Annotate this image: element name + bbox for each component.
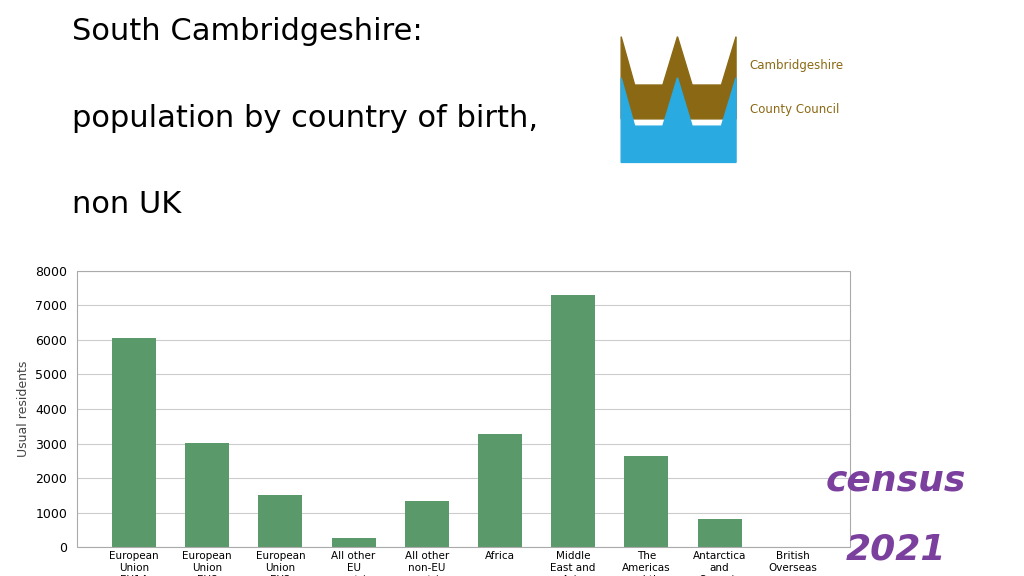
Text: non UK: non UK xyxy=(72,190,181,219)
Polygon shape xyxy=(622,78,736,162)
Y-axis label: Usual residents: Usual residents xyxy=(16,361,30,457)
Bar xyxy=(185,443,229,547)
Text: census: census xyxy=(825,464,967,498)
Bar xyxy=(332,538,376,547)
Text: 2021: 2021 xyxy=(846,533,946,567)
Text: County Council: County Council xyxy=(750,103,839,116)
Text: population by country of birth,: population by country of birth, xyxy=(72,104,538,132)
Bar xyxy=(258,495,302,547)
Bar xyxy=(625,456,669,547)
Text: South Cambridgeshire:: South Cambridgeshire: xyxy=(72,17,422,46)
Polygon shape xyxy=(622,37,736,119)
Bar xyxy=(404,501,449,547)
Text: Cambridgeshire: Cambridgeshire xyxy=(750,59,844,72)
Bar xyxy=(478,434,522,547)
Bar xyxy=(112,338,156,547)
Bar xyxy=(551,295,595,547)
Bar xyxy=(697,519,741,547)
